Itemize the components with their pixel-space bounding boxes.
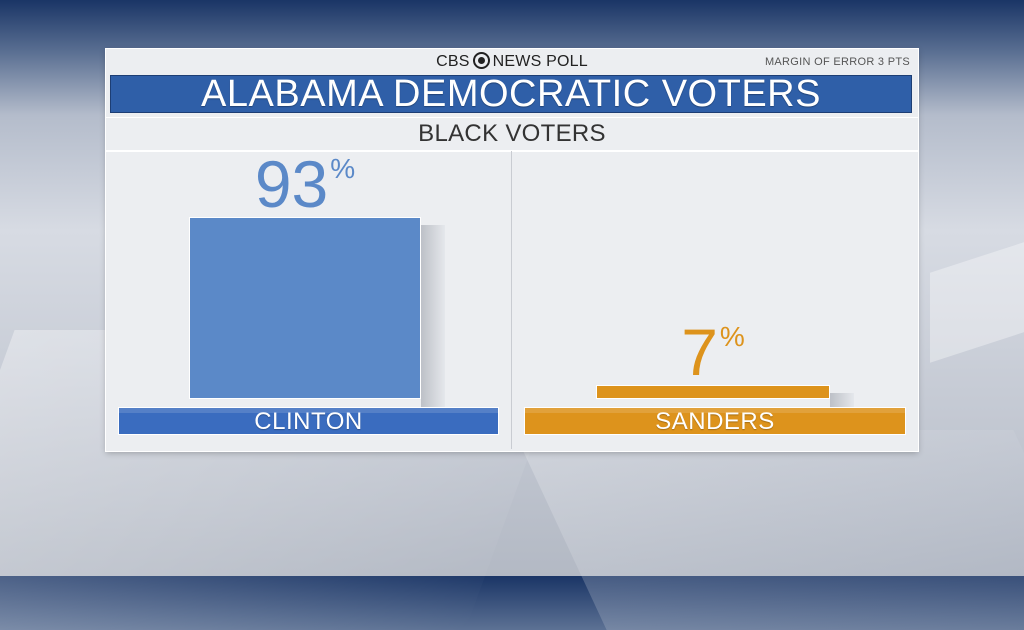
chart-title: ALABAMA DEMOCRATIC VOTERS [110,75,912,113]
candidate-label-sanders: SANDERS [524,407,906,435]
cbs-news-poll-logo: CBS NEWS POLL [106,52,918,71]
value-label-sanders: 7% [596,319,830,385]
poll-graphic-panel: CBS NEWS POLL MARGIN OF ERROR 3 PTS ALABA… [106,49,918,451]
candidate-label-clinton: CLINTON [118,407,499,435]
bar-shadow [421,225,445,411]
column-divider [511,151,512,449]
background-shape [513,430,1024,630]
value-number: 7 [681,315,718,389]
brand-left-text: CBS [436,53,470,70]
value-number: 93 [254,147,329,221]
chart-subtitle: BLACK VOTERS [106,117,918,152]
bar-shadow [830,393,854,411]
candidate-name: SANDERS [655,408,775,435]
cbs-eye-icon [472,52,490,69]
percent-sign: % [719,321,745,352]
percent-sign: % [330,153,356,184]
bar-clinton [189,217,421,399]
bar-chart: 93% CLINTON 7% SANDERS [106,49,918,451]
margin-of-error: MARGIN OF ERROR 3 PTS [764,56,910,68]
brand-right-text: NEWS POLL [492,53,588,70]
label-highlight [525,408,905,413]
bar-sanders [596,385,830,399]
value-label-clinton: 93% [189,151,421,217]
brand-row: CBS NEWS POLL MARGIN OF ERROR 3 PTS [106,49,918,75]
label-highlight [119,408,498,413]
background-shape [930,227,1024,363]
candidate-name: CLINTON [254,408,363,435]
